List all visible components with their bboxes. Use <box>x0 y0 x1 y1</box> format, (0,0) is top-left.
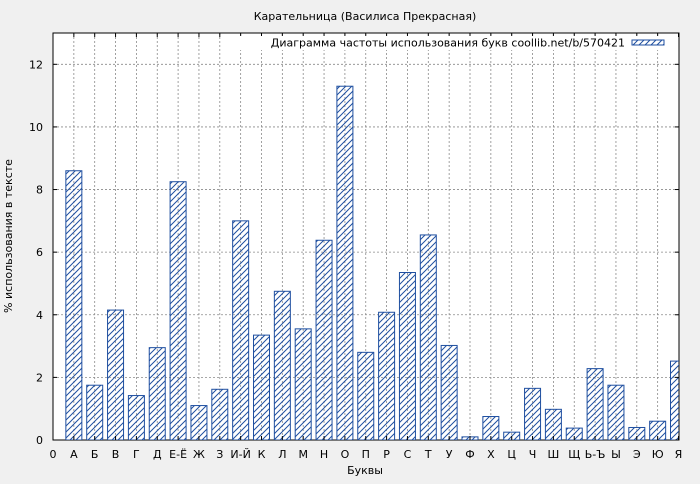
x-tick-label: Ц <box>507 448 516 461</box>
x-tick-label: Т <box>424 448 432 461</box>
x-tick-label: О <box>341 448 350 461</box>
y-tick-label: 6 <box>36 246 43 259</box>
bar-А <box>65 170 83 440</box>
x-tick-label: Ю <box>652 448 664 461</box>
bar-Г <box>127 395 145 440</box>
x-tick-label: Н <box>320 448 328 461</box>
x-tick-label: Д <box>153 448 162 461</box>
x-tick-label: Щ <box>568 448 580 461</box>
bar-И-Й <box>232 220 250 440</box>
x-tick-label: З <box>216 448 223 461</box>
y-tick-label: 10 <box>29 121 43 134</box>
bar-Щ <box>565 427 583 440</box>
bar-Р <box>378 311 396 440</box>
x-tick-label: Б <box>91 448 99 461</box>
x-tick-label: Л <box>278 448 286 461</box>
bar-П <box>357 351 375 440</box>
legend-background <box>240 36 676 50</box>
y-axis-label: % использования в тексте <box>2 159 15 313</box>
bar-Ю <box>649 420 667 440</box>
y-tick-label: 0 <box>36 434 43 447</box>
chart-title: Карательница (Василиса Прекрасная) <box>254 10 477 23</box>
bar-Э <box>628 426 646 440</box>
x-tick-label: Ф <box>465 448 474 461</box>
bar-Я <box>670 360 679 440</box>
x-tick-label: 0 <box>50 448 57 461</box>
x-tick-label: Ч <box>529 448 537 461</box>
legend-label: Диаграмма частоты использования букв coo… <box>271 37 625 50</box>
bar-У <box>440 344 458 440</box>
bar-Ч <box>524 387 542 440</box>
y-tick-label: 4 <box>36 309 43 322</box>
bar-Ж <box>190 405 208 440</box>
x-tick-label: Х <box>487 448 495 461</box>
x-tick-label: В <box>112 448 120 461</box>
bar-Д <box>148 347 166 440</box>
x-tick-label: Ь-Ъ <box>585 448 606 461</box>
x-tick-label: Е-Ё <box>169 448 187 461</box>
y-axis-ticks: 0 2 4 6 8 10 12 <box>29 58 679 447</box>
x-tick-label: Я <box>675 448 683 461</box>
bar-Б <box>86 384 104 440</box>
x-tick-label: Ш <box>548 448 560 461</box>
x-tick-label: Ы <box>611 448 621 461</box>
bar-Ь-Ъ <box>586 368 604 440</box>
bar-З <box>211 388 229 440</box>
y-tick-label: 8 <box>36 184 43 197</box>
y-tick-label: 12 <box>29 58 43 71</box>
x-tick-label: Ж <box>193 448 205 461</box>
y-tick-label: 2 <box>36 371 43 384</box>
bar-Ш <box>544 408 562 440</box>
x-tick-label: И-Й <box>230 448 250 461</box>
bar-Ы <box>607 384 625 440</box>
x-tick-label: П <box>362 448 370 461</box>
x-axis-ticks: 0 А Б В Г Д Е-Ё Ж З И-Й К Л М Н О П Р С Т У Ф Х Ц Ч Ш Щ Ь-Ъ Ы Э Ю Я <box>50 33 683 461</box>
x-axis-label: Буквы <box>347 464 383 477</box>
bar-С <box>398 272 416 440</box>
x-tick-label: К <box>258 448 266 461</box>
bars <box>65 85 679 440</box>
x-tick-label: Г <box>133 448 140 461</box>
x-tick-label: Э <box>633 448 641 461</box>
bar-Н <box>315 239 333 440</box>
bar-Л <box>273 290 291 440</box>
bar-К <box>253 334 270 440</box>
x-tick-label: М <box>298 448 308 461</box>
bar-Т <box>419 234 437 440</box>
bar-В <box>107 309 125 440</box>
bar-Е-Ё <box>169 181 187 440</box>
x-tick-label: Р <box>383 448 390 461</box>
bar-О <box>336 85 354 440</box>
x-tick-label: А <box>70 448 78 461</box>
legend-swatch <box>631 39 665 46</box>
bar-М <box>294 328 312 440</box>
x-tick-label: У <box>446 448 453 461</box>
legend: Диаграмма частоты использования букв coo… <box>240 36 676 50</box>
x-tick-label: С <box>404 448 412 461</box>
